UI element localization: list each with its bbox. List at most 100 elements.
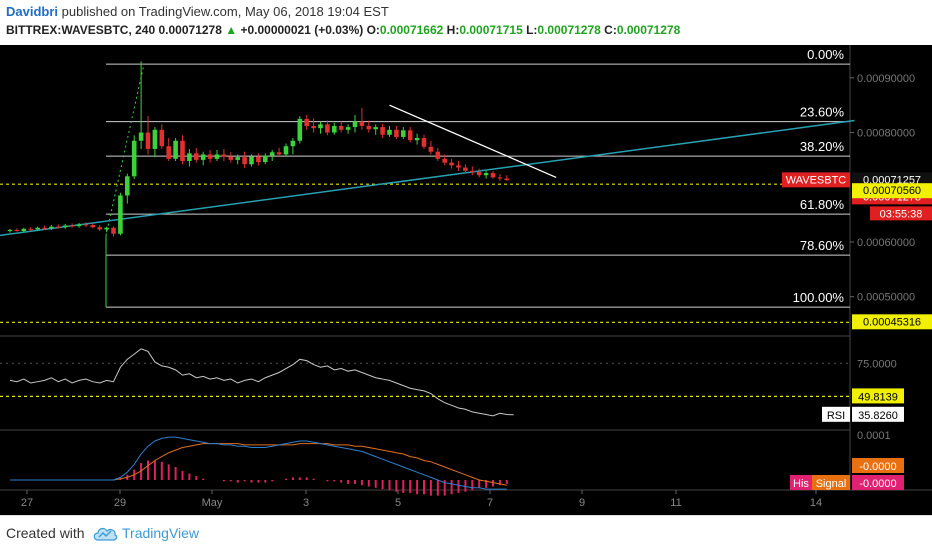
candle-body: [483, 173, 489, 176]
candle-body: [42, 227, 47, 229]
candle-body: [283, 146, 289, 155]
candle-body: [145, 132, 151, 149]
macd-tick-label: 0.0001: [857, 430, 891, 442]
candle-body: [497, 177, 503, 179]
candle-body: [387, 129, 392, 135]
candle-body: [69, 225, 75, 227]
candle-body: [269, 152, 275, 156]
macd-line: [10, 436, 507, 490]
candle-body: [401, 130, 406, 137]
tradingview-link[interactable]: TradingView: [122, 525, 200, 541]
candle-body: [476, 171, 482, 176]
rsi-label-bg: [822, 406, 850, 422]
tradingview-cloud-icon[interactable]: [92, 524, 118, 542]
candle-body: [290, 140, 296, 147]
fib-anchor-diagonal: [105, 64, 145, 236]
candle-body: [187, 153, 192, 161]
time-tick-label: 7: [487, 497, 493, 509]
candle-body: [14, 229, 20, 232]
yellow-price-tag-bg: [852, 183, 932, 199]
price-tick-label: 0.00080000: [857, 128, 915, 140]
time-tick-label: 11: [670, 497, 681, 509]
author-link[interactable]: Davidbri: [6, 4, 59, 19]
hist-label-bg: [790, 475, 812, 490]
price-tick-label: 0.00060000: [857, 237, 915, 249]
candle-body: [456, 165, 461, 168]
candle-body: [35, 227, 40, 230]
candle-body: [297, 118, 303, 141]
candle-body: [504, 178, 510, 181]
candle-body: [221, 154, 227, 157]
candle-body: [194, 153, 199, 160]
candle-body: [138, 132, 144, 141]
candle-body: [449, 162, 454, 166]
fib-level-label: 78.60%: [800, 238, 845, 253]
candle-body: [359, 121, 365, 126]
candle-body: [435, 151, 441, 159]
open-value: 0.00071662: [379, 23, 444, 37]
low-price-tag: 0.00045316: [863, 316, 921, 328]
yellow-price-tag: 0.00070560: [863, 185, 921, 197]
hist-value-tag: -0.0000: [859, 478, 896, 490]
candle-body: [249, 156, 254, 165]
candle-body: [394, 129, 399, 137]
candle-body: [345, 127, 351, 130]
countdown-tag: 03:55:38: [880, 208, 923, 220]
candle-body: [83, 224, 89, 226]
candle-body: [235, 157, 240, 160]
candle-body: [159, 129, 165, 147]
candle-body: [152, 129, 158, 149]
candle-body: [49, 226, 54, 229]
candle-body: [28, 228, 33, 230]
rsi-value-bg: [852, 406, 904, 422]
chart-canvas[interactable]: 0.00090000 0.00080000 0.00060000 0.00050000…: [0, 45, 932, 515]
candle-body: [90, 225, 96, 228]
hist-value-bg: [852, 475, 904, 490]
time-tick-label: May: [202, 497, 223, 509]
candle-body: [366, 125, 372, 130]
low-price-tag-bg: [852, 314, 932, 330]
low-label: L:: [526, 23, 538, 37]
candle-body: [263, 155, 268, 163]
macd-tag-bg: [852, 458, 904, 473]
rsi-label: RSI: [827, 410, 845, 422]
candle-body: [407, 130, 413, 141]
candle-body: [76, 224, 82, 227]
candle-body: [373, 127, 378, 130]
symbol-tag-label: WAVESBTC: [786, 174, 847, 186]
rsi-line: [9, 348, 514, 417]
fib-level-label: 61.80%: [800, 197, 845, 212]
rsi-level-tag: 49.8139: [858, 391, 898, 403]
candle-body: [304, 118, 309, 126]
cyan-trendline: [0, 119, 855, 237]
candle-body: [56, 226, 61, 228]
up-arrow-icon: ▲: [225, 23, 238, 37]
chart-header: Davidbri published on TradingView.com, M…: [0, 0, 932, 44]
candle-body: [214, 154, 220, 159]
macd-signal-line: [10, 443, 507, 486]
candle-body: [311, 125, 316, 129]
open-label: O:: [366, 23, 380, 37]
price-change: +0.00000021 (+0.03%): [240, 23, 364, 37]
candle-body: [414, 138, 420, 141]
low-value: 0.00071278: [537, 23, 601, 37]
time-tick-label: 3: [303, 497, 309, 509]
symbol-name: BITTREX:WAVESBTC, 240: [6, 23, 156, 37]
candle-body: [166, 146, 171, 159]
chart-area[interactable]: 0.00090000 0.00080000 0.00060000 0.00050000…: [0, 45, 932, 515]
candle-body: [111, 227, 116, 234]
last-price: 0.00071278: [158, 23, 222, 37]
fib-level-label: 23.60%: [800, 105, 845, 120]
candle-body: [7, 229, 13, 232]
candle-body: [131, 140, 137, 177]
price-tick-label: 0.00090000: [857, 73, 915, 85]
symbol-tag-bg: [782, 172, 850, 188]
candle-body: [318, 124, 323, 129]
candle-body: [428, 146, 434, 152]
candle-body: [490, 173, 496, 178]
time-tick-label: 29: [114, 497, 126, 509]
candle-body: [442, 158, 447, 163]
signal-label-bg: [812, 475, 850, 490]
candle-body: [463, 167, 468, 171]
close-label: C:: [604, 23, 617, 37]
